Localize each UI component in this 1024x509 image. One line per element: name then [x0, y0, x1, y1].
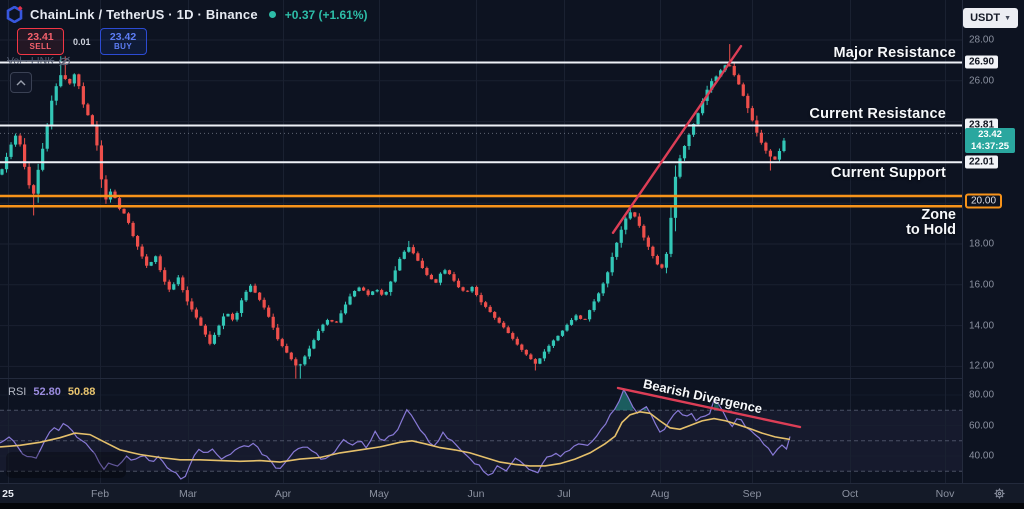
symbol-header[interactable]: ChainLink / TetherUS · 1D · Binance +0.3… — [6, 5, 368, 24]
price-tick: 16.00 — [969, 279, 995, 291]
time-tick-Feb: Feb — [90, 488, 110, 500]
bar-countdown: 14:37:25 — [970, 140, 1010, 152]
time-tick-Apr: Apr — [274, 488, 292, 500]
time-tick-25: 25 — [2, 488, 14, 500]
major-resistance-price-label: 26.90 — [965, 55, 999, 69]
time-tick-Mar: Mar — [178, 488, 198, 500]
currency-label: USDT — [970, 12, 1001, 24]
sell-button[interactable]: 23.41 SELL — [17, 28, 64, 55]
price-tick: 28.00 — [969, 34, 995, 46]
window-bottom-strip — [0, 503, 1024, 509]
rsi-tick: 80.00 — [969, 389, 995, 401]
currency-dropdown[interactable]: USDT ▼ — [963, 8, 1018, 28]
sell-price: 23.41 — [27, 30, 54, 43]
time-tick-Jul: Jul — [557, 488, 571, 500]
zone-label-line1: Zone — [921, 207, 956, 223]
rsi-legend[interactable]: RSI 52.80 50.88 — [8, 386, 95, 398]
price-tick: 26.00 — [969, 75, 995, 87]
eye-off-icon[interactable] — [58, 56, 71, 67]
rsi-ma-value: 50.88 — [67, 386, 96, 398]
price-change: +0.37 (+1.61%) — [284, 7, 368, 22]
current-support-price-label: 22.01 — [965, 155, 999, 169]
axis-settings-button[interactable] — [990, 485, 1008, 501]
major-resistance-label[interactable]: Major Resistance — [833, 45, 956, 61]
current-resistance-label[interactable]: Current Resistance — [809, 106, 946, 122]
chevron-down-icon: ▼ — [1004, 14, 1011, 22]
zone-to-hold-label[interactable]: Zone to Hold — [906, 207, 956, 239]
buy-price: 23.42 — [109, 30, 137, 43]
sell-label: SELL — [29, 41, 52, 51]
buy-label: BUY — [113, 41, 133, 51]
price-tick: 18.00 — [969, 238, 995, 250]
rsi-tick: 40.00 — [969, 450, 995, 462]
chevron-up-icon — [16, 79, 26, 85]
buy-button[interactable]: 23.42 BUY — [99, 28, 147, 55]
rsi-value: 52.80 — [33, 386, 61, 398]
order-buttons: 23.41 SELL 0.01 23.42 BUY — [17, 28, 147, 55]
zone-label-line2: to Hold — [906, 222, 956, 239]
time-tick-Aug: Aug — [650, 488, 670, 500]
time-tick-Jun: Jun — [467, 488, 485, 500]
price-tick: 14.00 — [969, 320, 995, 332]
volume-indicator-row[interactable]: Vol · LINK — [7, 55, 71, 67]
current-support-label[interactable]: Current Support — [831, 165, 946, 181]
price-axis[interactable]: 28.00 26.00 18.00 16.00 14.00 12.00 80.00 60.00… — [962, 0, 1024, 483]
time-tick-May: May — [369, 488, 389, 500]
market-status-dot — [268, 11, 276, 18]
chainlink-logo-icon — [6, 5, 23, 24]
last-price: 23.42 — [978, 129, 1002, 141]
volume-label: Vol · LINK — [7, 55, 55, 67]
zone-price-label: 20.00 — [965, 193, 1003, 209]
time-tick-Nov: Nov — [935, 488, 955, 500]
gear-icon — [993, 487, 1005, 499]
last-price-label: 23.42 14:37:25 — [965, 128, 1015, 153]
symbol-title[interactable]: ChainLink / TetherUS · 1D · Binance — [30, 7, 258, 22]
rsi-label: RSI — [8, 386, 27, 398]
time-tick-Oct: Oct — [841, 488, 859, 500]
time-tick-Sep: Sep — [742, 488, 762, 500]
rsi-tick: 60.00 — [969, 420, 995, 431]
spread-value: 0.01 — [73, 36, 91, 47]
time-axis[interactable]: 25 Feb Mar Apr May Jun Jul Aug Sep Oct Nov — [0, 483, 1024, 504]
price-tick: 12.00 — [969, 360, 995, 372]
collapse-pane-button[interactable] — [10, 72, 32, 93]
chart-canvas[interactable] — [0, 0, 962, 483]
